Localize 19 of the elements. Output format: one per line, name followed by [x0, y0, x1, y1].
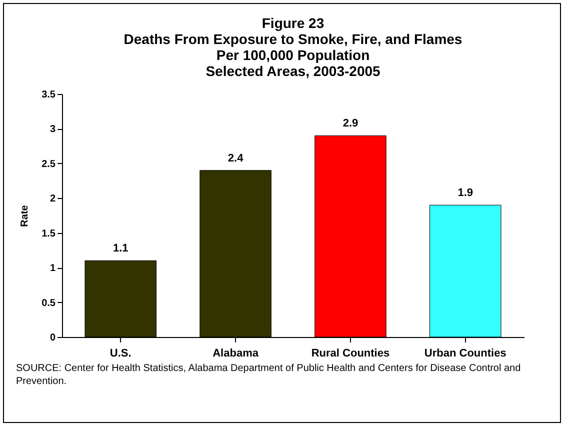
data-label: 1.9 — [458, 187, 474, 200]
data-label: 2.9 — [342, 118, 358, 130]
x-tick-label: Alabama — [212, 348, 260, 360]
y-tick-label: 3.5 — [42, 90, 56, 100]
y-axis-title: Rate — [20, 204, 31, 227]
x-tick-label: Urban Counties — [424, 348, 506, 360]
y-tick-label: 1.5 — [42, 228, 56, 240]
y-tick-label: 0.5 — [42, 298, 56, 309]
y-tick-label: 0 — [50, 332, 56, 344]
y-tick-label: 2 — [50, 194, 56, 205]
y-tick-label: 2.5 — [42, 158, 56, 170]
x-tick-label: Rural Counties — [311, 348, 390, 360]
x-tick-label: U.S. — [110, 348, 132, 360]
data-label: 2.4 — [228, 152, 244, 164]
y-tick-label: 1 — [50, 263, 56, 274]
chart-title: Figure 23 Deaths From Exposure to Smoke, Fire, and Flames Per 100,000 Population Selected Areas, 2003-2005 — [124, 15, 462, 79]
y-tick-label: 3 — [50, 124, 56, 136]
source-note: SOURCE: Center for Health Statistics, Alabama Department of Public Health and Centers for Disease Control and Prevention. — [16, 362, 522, 388]
data-label: 1.1 — [112, 242, 128, 255]
